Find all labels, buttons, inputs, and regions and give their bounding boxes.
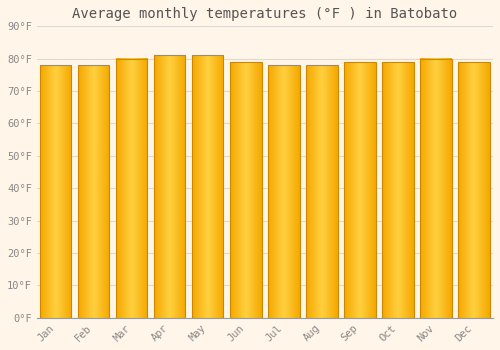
Bar: [230, 62, 262, 318]
Bar: [458, 62, 490, 318]
Bar: [382, 62, 414, 318]
Bar: [344, 62, 376, 318]
Bar: [154, 55, 186, 318]
Bar: [420, 59, 452, 318]
Title: Average monthly temperatures (°F ) in Batobato: Average monthly temperatures (°F ) in Ba…: [72, 7, 458, 21]
Bar: [116, 59, 148, 318]
Bar: [78, 65, 110, 318]
Bar: [40, 65, 72, 318]
Bar: [192, 55, 224, 318]
Bar: [306, 65, 338, 318]
Bar: [268, 65, 300, 318]
